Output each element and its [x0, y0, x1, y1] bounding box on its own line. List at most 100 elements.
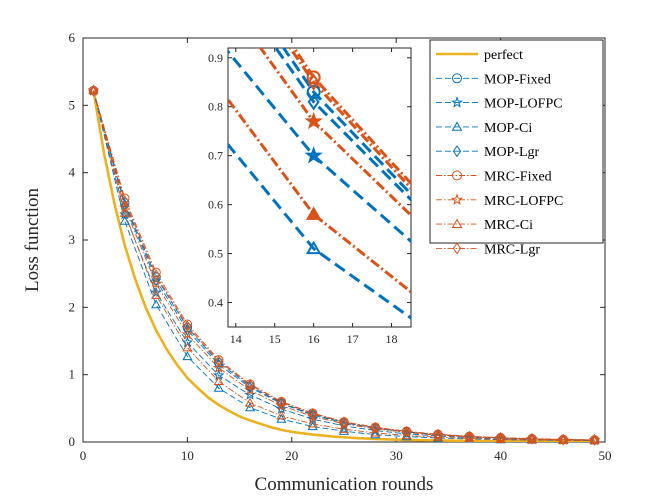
legend-items: perfect MOP-Fixed MOP-LOFPC MOP-Ci MOP-Lgr MR… — [436, 48, 563, 257]
legend-marker — [452, 73, 462, 84]
data-point-mrc-lgr — [183, 320, 192, 332]
data-point-mrc-ci — [558, 435, 569, 444]
data-point-mrc-lgr — [246, 379, 255, 391]
data-point-mrc-ci — [151, 290, 162, 299]
inset-x-tick-label: 14 — [230, 332, 242, 346]
data-point-mrc-lgr — [277, 396, 286, 408]
data-point-mop-fixed — [120, 198, 130, 208]
data-point-mop-fixed — [151, 272, 161, 282]
legend-label: MOP-LOFPC — [484, 97, 563, 112]
data-point-mrc-ci — [401, 430, 412, 440]
data-point-mop-ci — [119, 215, 130, 225]
inset-x-tick-label: 16 — [308, 332, 320, 346]
data-point-mrc-lofpc — [244, 384, 256, 396]
data-point-mrc-ci — [307, 418, 318, 428]
data-point-mrc-lgr — [89, 84, 98, 97]
data-point-mrc-ci — [338, 423, 350, 433]
data-point-mrc-lgr — [120, 195, 129, 207]
data-point-mrc-lgr — [152, 269, 161, 281]
legend-label: MRC-Fixed — [484, 170, 552, 185]
x-tick-label: 10 — [181, 448, 194, 463]
data-point-mrc-ci — [276, 410, 287, 420]
y-tick-label: 3 — [69, 232, 76, 247]
inset-data-point-mrc-lofpc — [304, 111, 323, 130]
data-point-mop-lgr — [277, 397, 286, 410]
legend-item-mrc-lgr: MRC-Lgr — [436, 242, 540, 257]
data-point-mrc-lofpc — [526, 432, 538, 445]
data-point-mop-ci — [244, 402, 256, 412]
y-tick-label: 0 — [69, 434, 76, 449]
x-tick-label: 0 — [80, 448, 87, 463]
data-point-mrc-lofpc — [181, 328, 194, 340]
legend-item-mop-lofpc: MOP-LOFPC — [436, 96, 563, 112]
inset-y-tick-label: 0.7 — [208, 149, 223, 163]
legend-marker — [451, 121, 463, 131]
data-point-mrc-ci — [88, 85, 99, 95]
data-point-mrc-lgr — [590, 434, 599, 446]
data-point-mop-lofpc — [244, 388, 256, 400]
inset-data-point-mop-lgr — [307, 93, 320, 111]
data-point-mrc-lofpc — [150, 277, 162, 289]
legend-marker — [452, 242, 462, 255]
data-point-mop-ci — [213, 382, 224, 392]
data-point-mop-lofpc — [306, 413, 319, 425]
data-point-mrc-lofpc — [212, 361, 225, 373]
series-line-mrc-ci — [93, 90, 595, 441]
legend-item-mop-lgr: MOP-Lgr — [436, 145, 540, 160]
data-point-mrc-ci — [244, 397, 256, 407]
legend-item-mop-fixed: MOP-Fixed — [436, 72, 551, 87]
data-point-mrc-fixed — [151, 267, 161, 278]
legend-marker — [452, 145, 462, 158]
legend-item-mrc-fixed: MRC-Fixed — [436, 170, 552, 185]
data-point-mop-ci — [182, 351, 193, 361]
legend-label: MRC-Ci — [484, 218, 533, 233]
legend-marker — [452, 170, 462, 181]
legend-item-mrc-lofpc: MRC-LOFPC — [436, 193, 563, 209]
data-point-mrc-lgr — [559, 433, 568, 446]
data-point-mrc-lgr — [214, 355, 223, 367]
y-tick-label: 2 — [69, 299, 76, 314]
data-point-mrc-lofpc — [87, 84, 100, 96]
y-tick-label: 6 — [69, 30, 76, 45]
data-point-mrc-lgr — [308, 408, 317, 420]
series-line-mrc-lgr — [93, 90, 595, 441]
inset-y-tick-label: 0.4 — [208, 296, 223, 310]
data-point-mrc-lgr — [527, 433, 536, 445]
inset-data-point-mop-lofpc — [304, 146, 323, 164]
data-point-mrc-lgr — [402, 425, 411, 438]
data-point-mop-ci — [370, 429, 381, 439]
data-point-mrc-lgr — [433, 428, 442, 441]
data-point-mrc-lgr — [340, 416, 348, 428]
inset-y-tick-label: 0.9 — [208, 51, 223, 65]
legend-marker — [450, 96, 464, 108]
legend-label: perfect — [484, 48, 523, 63]
data-point-mrc-lgr — [465, 430, 474, 443]
data-point-mrc-lofpc — [494, 432, 507, 444]
inset-series-line-mop-fixed — [281, 48, 411, 197]
legend-item-perfect: perfect — [436, 48, 523, 63]
x-axis-label: Communication rounds — [255, 474, 434, 495]
legend-label: MRC-Lgr — [484, 242, 540, 257]
x-tick-label: 40 — [494, 448, 507, 463]
inset-data-point-mop-ci — [305, 240, 322, 255]
data-point-mrc-ci — [119, 207, 130, 217]
data-point-mrc-ci — [213, 376, 224, 386]
legend-item-mrc-ci: MRC-Ci — [436, 218, 533, 233]
legend-item-mop-ci: MOP-Ci — [436, 121, 532, 136]
inset-data-point-mrc-ci — [305, 206, 322, 220]
legend-marker — [450, 193, 464, 205]
inset-x-tick-label: 17 — [347, 332, 359, 346]
data-point-mop-ci — [307, 421, 318, 431]
inset-series-line-mop-ci — [228, 142, 411, 320]
y-tick-label: 4 — [69, 165, 76, 180]
x-tick-label: 50 — [599, 448, 612, 463]
inset-data-point-mrc-fixed — [306, 70, 321, 85]
data-point-mrc-lofpc — [588, 434, 601, 446]
legend-label: MOP-Ci — [484, 121, 532, 136]
inset-data-point-mop-fixed — [306, 85, 321, 100]
inset-axis-ticks: 14 15 16 17 18 0.4 0.5 0.6 0.7 0.8 0.9 — [208, 48, 411, 346]
data-point-mrc-ci — [370, 427, 381, 437]
data-point-mrc-lofpc — [557, 433, 570, 445]
series-line-perfect — [92, 90, 595, 442]
